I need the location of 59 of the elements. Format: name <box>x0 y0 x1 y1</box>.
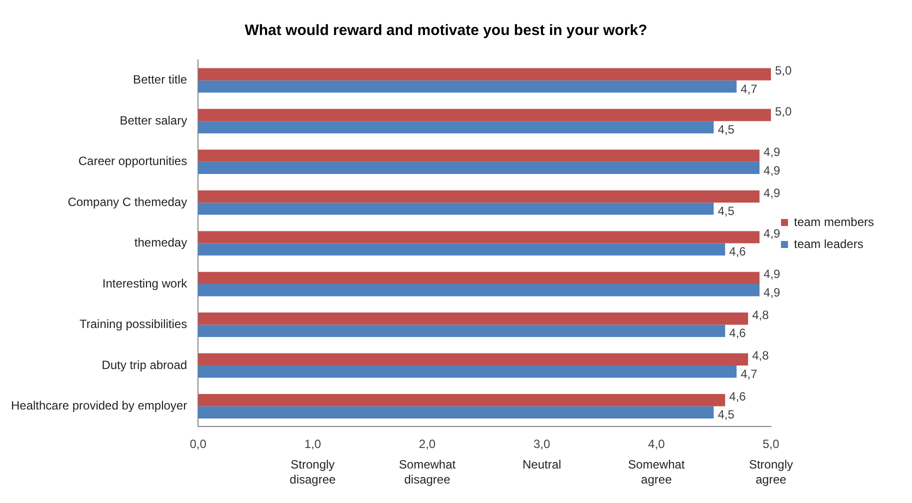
data-label: 4,9 <box>764 285 781 300</box>
bar <box>198 406 714 418</box>
text: Somewhat disagree <box>398 457 456 486</box>
bar <box>198 243 726 256</box>
data-label: 4,9 <box>764 267 781 282</box>
data-label: 4,9 <box>764 163 781 178</box>
x-tick-label: 4,0 <box>648 437 666 452</box>
bar <box>198 394 726 406</box>
bar <box>198 366 737 378</box>
bar <box>198 121 714 134</box>
y-tick-label: Interesting work <box>102 276 188 290</box>
y-tick-label: themeday <box>134 236 188 250</box>
bar <box>198 68 771 80</box>
data-label: 4,7 <box>740 366 758 381</box>
y-tick-label: Healthcare provided by employer <box>11 398 188 413</box>
bar <box>198 272 760 284</box>
chart-title: What would reward and motivate you best in your work? <box>244 22 648 40</box>
bar <box>198 231 760 244</box>
text: Strongly disagree <box>290 457 336 486</box>
data-label: 5,0 <box>774 104 792 118</box>
bar <box>198 202 714 215</box>
data-label: 4,7 <box>740 82 758 96</box>
bar <box>198 284 760 296</box>
data-label: 5,0 <box>774 64 792 78</box>
bar <box>198 353 748 366</box>
data-label: 4,5 <box>718 408 735 422</box>
y-tick-label: Duty trip abroad <box>102 358 188 372</box>
text: Neutral <box>522 457 562 472</box>
bar <box>198 80 737 93</box>
data-label: 4,6 <box>729 244 746 259</box>
legend-label: team members <box>794 214 874 229</box>
data-label: 4,9 <box>764 186 781 200</box>
text: Somewhat agree <box>628 457 686 486</box>
bar <box>198 324 726 337</box>
data-label: 4,8 <box>752 348 770 363</box>
x-tick-label: 3,0 <box>533 437 550 452</box>
y-tick-label: Better title <box>133 72 188 87</box>
bar <box>198 312 748 325</box>
x-tick-label: 2,0 <box>418 437 436 452</box>
bar <box>198 190 760 203</box>
data-label: 4,9 <box>764 145 781 160</box>
text: Strongly agree <box>748 457 793 486</box>
data-label: 4,5 <box>718 204 735 218</box>
y-tick-label: Company C themeday <box>68 194 188 209</box>
x-tick-label: 5,0 <box>762 437 780 452</box>
legend-label: team leaders <box>794 236 864 251</box>
data-label: 4,5 <box>718 122 735 137</box>
bar <box>198 108 771 122</box>
data-label: 4,8 <box>752 308 770 322</box>
data-label: 4,6 <box>729 326 746 340</box>
x-tick-label: 1,0 <box>304 437 322 452</box>
y-tick-label: Training possibilities <box>79 317 188 332</box>
y-tick-label: Better salary <box>120 113 188 128</box>
data-label: 4,6 <box>729 389 746 404</box>
data-label: 4,9 <box>764 226 781 241</box>
y-tick-label: Career opportunities <box>78 154 188 168</box>
x-tick-label: 0,0 <box>190 437 207 452</box>
bar <box>198 162 760 174</box>
bar <box>198 150 760 162</box>
